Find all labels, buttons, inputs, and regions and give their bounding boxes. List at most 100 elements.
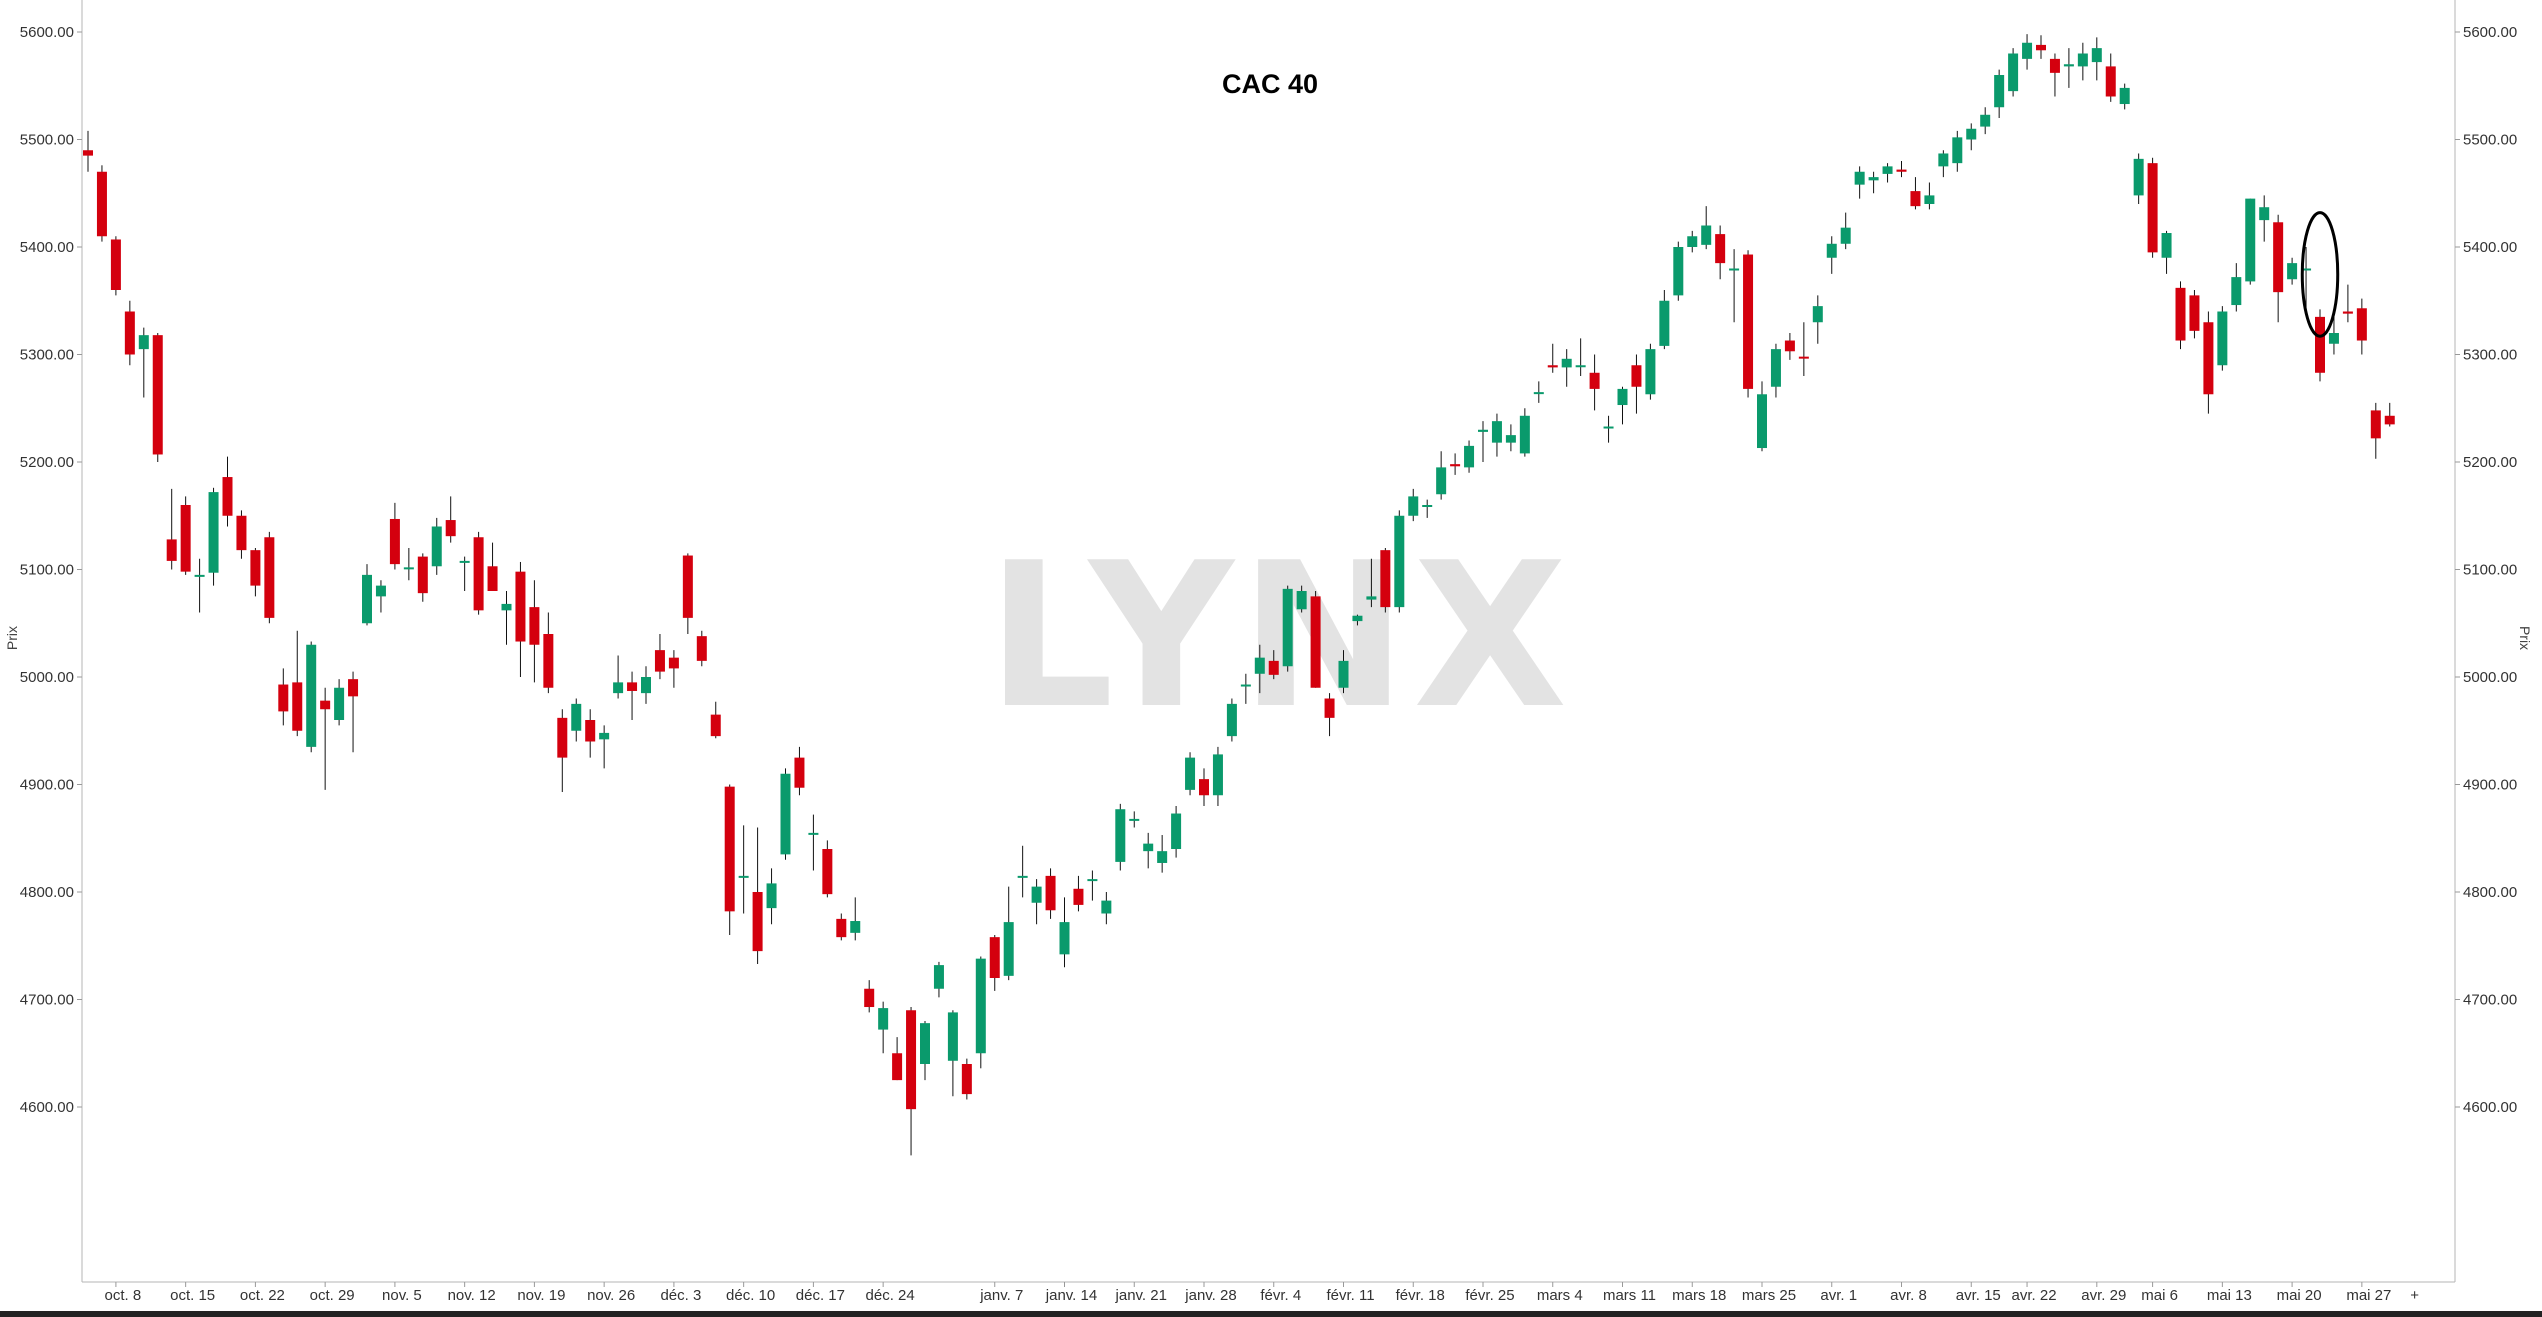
- candle-body: [1896, 169, 1907, 172]
- candle-down: [989, 935, 1000, 991]
- x-tick-label: avr. 22: [2012, 1287, 2057, 1304]
- candle-body: [961, 1064, 972, 1095]
- candle-body: [864, 988, 875, 1008]
- candle-body: [1143, 843, 1154, 852]
- y-tick-label: 4600.00: [20, 1099, 74, 1116]
- candle-body: [710, 714, 721, 737]
- candle-body: [152, 335, 163, 455]
- candle-up: [1464, 440, 1475, 473]
- candle-body: [2022, 42, 2033, 59]
- candle-body: [166, 539, 177, 561]
- candle-up: [2133, 153, 2144, 204]
- candle-up: [1519, 408, 1530, 457]
- candle-body: [2231, 277, 2242, 306]
- candle-body: [641, 677, 651, 694]
- candle-down: [1896, 161, 1907, 178]
- x-tick-label: mars 4: [1537, 1287, 1583, 1304]
- x-tick-label: févr. 18: [1396, 1287, 1445, 1304]
- candle-up: [1673, 241, 1684, 301]
- candle-body: [2259, 207, 2270, 221]
- candle-body: [2091, 48, 2102, 63]
- candle-down: [906, 1007, 917, 1156]
- candle-body: [1380, 550, 1391, 608]
- candle-up: [1436, 451, 1447, 500]
- candle-up: [1812, 295, 1823, 344]
- candle-up: [1394, 510, 1405, 613]
- candle-body: [1812, 306, 1823, 323]
- x-tick-label: avr. 8: [1890, 1287, 1927, 1304]
- candle-body: [2245, 198, 2256, 282]
- candle-body: [1994, 75, 2005, 108]
- candle-up: [1505, 424, 1516, 452]
- candle-body: [1519, 415, 1530, 454]
- candle-body: [1645, 349, 1656, 395]
- candle-body: [1087, 879, 1098, 882]
- candle-up: [403, 548, 414, 581]
- candle-down: [2370, 402, 2381, 459]
- x-axis-end-marker: +: [2410, 1287, 2419, 1304]
- candle-down: [2203, 311, 2214, 414]
- candle-body: [375, 585, 386, 597]
- candle-down: [236, 510, 247, 559]
- candle-up: [1645, 343, 1656, 400]
- candle-body: [1533, 392, 1544, 395]
- candle-up: [1938, 150, 1949, 178]
- candle-body: [1575, 365, 1586, 368]
- candle-body: [320, 700, 331, 710]
- candle-down: [724, 784, 735, 935]
- candle-body: [613, 682, 624, 694]
- y-tick-label: 4800.00: [20, 884, 74, 901]
- candle-body: [1840, 227, 1851, 244]
- candle-down: [627, 671, 638, 720]
- candle-up: [1157, 835, 1168, 873]
- candle-body: [933, 965, 944, 989]
- candle-up: [1980, 107, 1991, 135]
- candle-down: [2384, 402, 2395, 427]
- candle-down: [417, 553, 428, 602]
- x-tick-label: oct. 8: [105, 1287, 142, 1304]
- candle-body: [1059, 922, 1070, 955]
- candle-body: [1185, 757, 1196, 790]
- candle-body: [208, 492, 219, 573]
- candle-body: [138, 335, 149, 350]
- x-tick-label: oct. 29: [310, 1287, 355, 1304]
- candle-down: [794, 746, 805, 796]
- candle-body: [543, 634, 554, 688]
- candle-down: [557, 709, 568, 793]
- candle-up: [2161, 230, 2172, 274]
- candle-body: [96, 171, 107, 237]
- candle-body: [180, 505, 191, 572]
- candle-up: [1854, 166, 1865, 199]
- candle-body: [1966, 128, 1977, 140]
- candle-body: [1157, 851, 1168, 863]
- candle-body: [892, 1053, 903, 1081]
- candle-down: [710, 701, 721, 739]
- candle-up: [1952, 130, 1963, 172]
- candle-body: [1073, 888, 1084, 905]
- x-tick-label: mai 6: [2141, 1287, 2178, 1304]
- candles-group: [83, 34, 2395, 1156]
- x-tick-label: janv. 21: [1115, 1287, 1167, 1304]
- x-tick-label: nov. 5: [382, 1287, 422, 1304]
- candle-up: [1240, 673, 1251, 704]
- candle-up: [1352, 614, 1363, 626]
- candle-body: [2315, 316, 2325, 373]
- candle-body: [1868, 177, 1879, 181]
- candle-body: [1129, 818, 1140, 821]
- candle-up: [933, 961, 944, 998]
- candle-up: [1338, 650, 1349, 694]
- candle-body: [222, 477, 233, 516]
- y-tick-label-right: 4700.00: [2463, 992, 2517, 1009]
- candle-up: [1561, 349, 1572, 387]
- candle-down: [1268, 650, 1279, 680]
- candle-body: [1101, 900, 1112, 914]
- x-tick-label: avr. 15: [1956, 1287, 2001, 1304]
- candle-body: [1450, 464, 1461, 467]
- candle-body: [1743, 254, 1754, 389]
- candle-down: [1045, 868, 1056, 919]
- candle-up: [138, 327, 149, 398]
- candle-up: [2231, 263, 2242, 312]
- candle-body: [822, 849, 833, 895]
- candle-body: [2161, 233, 2172, 258]
- candle-down: [166, 488, 177, 570]
